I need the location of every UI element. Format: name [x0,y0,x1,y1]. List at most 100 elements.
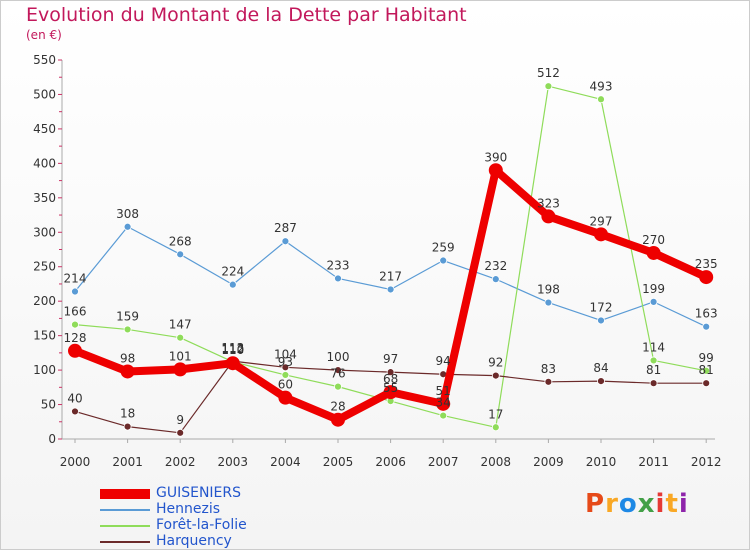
data-point [488,163,503,178]
data-point [649,297,658,306]
data-point [334,274,342,283]
legend-item: Harquency [100,533,300,550]
legend-label: Forêt-la-Folie [156,517,247,533]
proxiti-logo: Proxiti [585,489,689,519]
data-point [702,379,711,388]
data-label: 172 [590,300,613,314]
data-label: 233 [327,258,350,272]
data-label: 198 [537,283,560,297]
chart-title: Evolution du Montant de la Dette par Hab… [26,4,467,26]
data-label: 224 [221,265,244,279]
data-label: 84 [593,361,608,375]
data-point [281,371,290,379]
logo-letter: r [605,489,619,519]
data-label: 97 [383,352,398,366]
data-point [544,298,553,307]
data-point [544,377,553,386]
data-point [646,245,661,260]
data-point [71,287,79,296]
data-label: 28 [330,400,345,414]
data-label: 112 [221,342,244,356]
data-label: 98 [120,351,135,365]
data-label: 94 [436,354,451,368]
data-label: 93 [278,355,293,369]
legend-label: Harquency [156,533,232,549]
data-label: 110 [221,343,244,357]
data-label: 232 [484,259,507,273]
legend: GUISENIERS Hennezis Forêt-la-Folie Harqu… [100,485,300,550]
legend-item: Forêt-la-Folie [100,517,300,534]
legend-swatch-hennezis [100,509,150,511]
y-tick-label: 0 [48,432,56,446]
legend-label: Hennezis [156,501,221,517]
data-label: 81 [699,363,714,377]
data-point [383,385,398,400]
y-tick-label: 350 [33,191,56,205]
data-label: 493 [590,79,613,93]
data-label: 308 [116,207,139,221]
legend-swatch-foret-la-folie [100,525,150,527]
data-point [71,320,79,329]
data-label: 104 [274,347,297,361]
data-point [176,333,185,342]
data-label: 235 [695,257,718,271]
data-point [68,343,82,358]
logo-letter: P [585,489,606,519]
data-point [541,209,556,224]
data-point [439,411,448,420]
x-tick-label: 2000 [60,455,91,469]
data-label: 163 [695,307,718,321]
y-tick-label: 100 [33,363,56,377]
logo-letter: i [678,489,689,519]
data-point [123,325,132,334]
data-label: 68 [383,372,398,386]
legend-item: GUISENIERS [100,485,300,502]
legend-swatch-guiseniers [100,489,150,499]
y-tick-label: 150 [33,329,56,343]
data-point [594,227,608,242]
y-tick-label: 50 [41,398,56,412]
legend-label: GUISENIERS [156,485,242,501]
y-tick-label: 450 [33,122,56,136]
data-label: 51 [436,384,451,398]
data-point [702,322,711,331]
x-tick-label: 2003 [218,455,249,469]
data-point [386,368,395,377]
x-tick-label: 2005 [323,455,354,469]
logo-letter: x [637,489,656,519]
data-label: 34 [436,396,451,410]
data-label: 217 [379,269,402,283]
x-tick-label: 2004 [270,455,301,469]
x-tick-label: 2011 [638,455,669,469]
data-label: 270 [642,233,665,247]
chart-subtitle: (en €) [26,28,62,42]
data-label: 199 [642,282,665,296]
x-tick-label: 2002 [165,455,196,469]
data-point [491,275,500,284]
data-label: 40 [67,391,82,405]
data-point [278,390,293,405]
data-point [281,237,290,246]
data-point [386,285,395,294]
data-label: 166 [64,305,87,319]
data-point [597,377,605,386]
y-tick-label: 500 [33,87,56,101]
x-tick-label: 2006 [375,455,406,469]
data-label: 268 [169,234,192,248]
data-point [176,428,185,437]
data-point [491,371,500,380]
logo-letter: o [618,489,638,519]
data-point [649,379,658,388]
data-label: 259 [432,241,455,255]
data-label: 18 [120,407,135,421]
data-label: 92 [488,356,503,370]
legend-item: Hennezis [100,501,300,518]
data-label: 128 [64,331,87,345]
data-point [699,270,714,285]
data-point [597,95,605,104]
data-point [120,364,135,379]
data-label: 83 [541,362,556,376]
logo-letter: i [655,489,666,519]
